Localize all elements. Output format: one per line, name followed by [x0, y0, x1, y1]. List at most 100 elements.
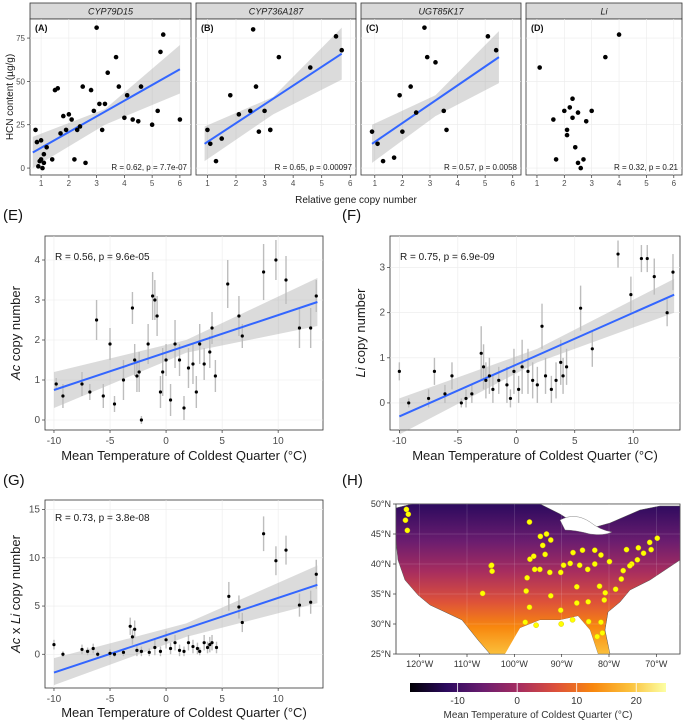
colorbar-tick-label: 10: [571, 696, 583, 707]
panel-a-point: [72, 157, 77, 162]
panel-d-point: [616, 32, 622, 37]
panel-b-confidence-band: [204, 27, 342, 162]
map-sample-site: [618, 576, 625, 582]
panel-f-confidence-band: [399, 278, 675, 435]
panel-f-point: [549, 387, 553, 391]
map-sample-site: [543, 531, 550, 537]
panel-b-point: [262, 108, 267, 114]
panel-g-point: [112, 652, 117, 656]
map-sample-site: [598, 552, 604, 558]
map-x-tick-label: 120°W: [406, 659, 434, 669]
panel-c-x-tick-label: 3: [428, 179, 433, 188]
panel-f-point: [540, 324, 544, 328]
panel-e-point: [139, 418, 144, 422]
panel-a-point: [41, 160, 47, 166]
panel-g-point: [186, 641, 191, 645]
panel-c-stat: R = 0.57, p = 0.0058: [444, 163, 517, 172]
panel-e-point: [121, 378, 126, 382]
panel-e-point: [54, 382, 58, 386]
panel-a-point: [49, 157, 55, 162]
panel-a-point: [36, 164, 41, 169]
panel-g-point: [133, 627, 137, 631]
panel-f-point: [531, 378, 535, 382]
map-sample-site: [402, 517, 409, 524]
panel-b-point: [276, 54, 282, 60]
map-sample-site: [585, 618, 592, 625]
map-sample-site: [403, 506, 410, 513]
panel-c-point: [400, 129, 405, 134]
panel-a-point: [69, 117, 74, 122]
map-x-tick-label: 110°W: [454, 659, 481, 669]
colorbar: [410, 683, 666, 692]
panel-f-x-tick-label: 5: [572, 436, 578, 447]
panel-g-x-tick-label: -5: [106, 694, 115, 705]
panel-g-point: [227, 594, 231, 599]
panel-a-x-tick-label: 1: [39, 179, 44, 188]
map-sample-site: [627, 563, 633, 569]
map-sample-site: [620, 567, 627, 574]
panel-f-y-tick-label: 3: [379, 263, 385, 274]
panel-e-point: [194, 390, 198, 394]
panel-d-point: [581, 157, 586, 162]
panel-g-point: [198, 649, 202, 653]
panel-b-point: [256, 129, 262, 134]
panel-g-tag: (G): [3, 472, 25, 489]
panel-b-point: [267, 127, 273, 133]
map-x-tick-label: 80°W: [598, 659, 621, 669]
map-y-tick-label: 45°N: [371, 529, 391, 539]
map-sample-site: [585, 599, 591, 605]
map-sample-site: [526, 604, 533, 611]
map-sample-site: [404, 527, 411, 534]
map-sample-site: [547, 593, 554, 599]
map-sample-site: [592, 561, 598, 567]
panel-g-point: [168, 646, 173, 651]
panel-a-point: [33, 127, 38, 133]
panel-b-point: [339, 47, 345, 53]
panel-g-point: [214, 645, 219, 650]
map-sample-site: [539, 542, 546, 549]
panel-g-plot-area: [44, 499, 324, 689]
panel-g-y-tick-label: 0: [34, 649, 40, 660]
panel-g-point: [237, 605, 241, 609]
panel-f-tag: (F): [342, 207, 361, 224]
panel-e-point: [240, 334, 244, 338]
panel-d-point: [564, 127, 570, 133]
panel-g-y-tick-label: 10: [29, 553, 41, 564]
panel-a-point: [66, 112, 72, 117]
map-sample-site: [640, 550, 647, 557]
panel-g-point: [205, 645, 210, 650]
panel-a-y-tick-label: 25: [16, 121, 25, 130]
panel-f-x-tick-label: 10: [628, 436, 640, 447]
panel-e-confidence-band: [53, 278, 318, 408]
panel-a-point: [177, 117, 183, 122]
panel-e-point: [151, 294, 155, 298]
panel-f-ylabel-gene: Li: [353, 366, 368, 377]
map-sample-site: [522, 619, 529, 626]
panel-e-x-tick-label: -10: [47, 436, 62, 447]
panel-c-point: [369, 129, 375, 134]
panel-g-ylabel-mid: x: [8, 624, 23, 638]
panel-f-point: [590, 347, 594, 351]
panel-f-point: [505, 383, 509, 387]
panel-g-point: [61, 652, 65, 656]
panel-f-point: [564, 365, 569, 369]
panel-b-point: [250, 27, 256, 32]
map-sample-site: [599, 630, 606, 636]
panel-c-x-tick-label: 5: [483, 179, 488, 188]
map-sample-site: [524, 575, 530, 581]
panel-a-y-tick-label: 75: [16, 34, 25, 43]
panel-b-x-tick-label: 3: [262, 179, 267, 188]
panel-f-point: [459, 401, 463, 405]
panel-e-x-tick-label: -5: [106, 436, 115, 447]
panel-g-stat: R = 0.73, p = 3.8e-08: [55, 513, 150, 524]
panel-d-point: [537, 65, 542, 70]
panel-f-point: [517, 387, 521, 391]
panel-f-point: [616, 252, 620, 256]
panel-f-y-tick-label: 0: [379, 398, 385, 409]
panel-g-y-axis-label: Ac x Li copy number: [8, 534, 23, 653]
panel-c-point: [493, 47, 499, 53]
panel-b-x-tick-label: 4: [291, 179, 296, 188]
panel-f-point: [535, 383, 539, 387]
panel-c-chart: UGT85K17 (C) 1 2 3 4 5 6 R = 0.57, p = 0.0058: [360, 2, 522, 188]
panel-f-y-axis-label: Li copy number: [353, 288, 368, 378]
